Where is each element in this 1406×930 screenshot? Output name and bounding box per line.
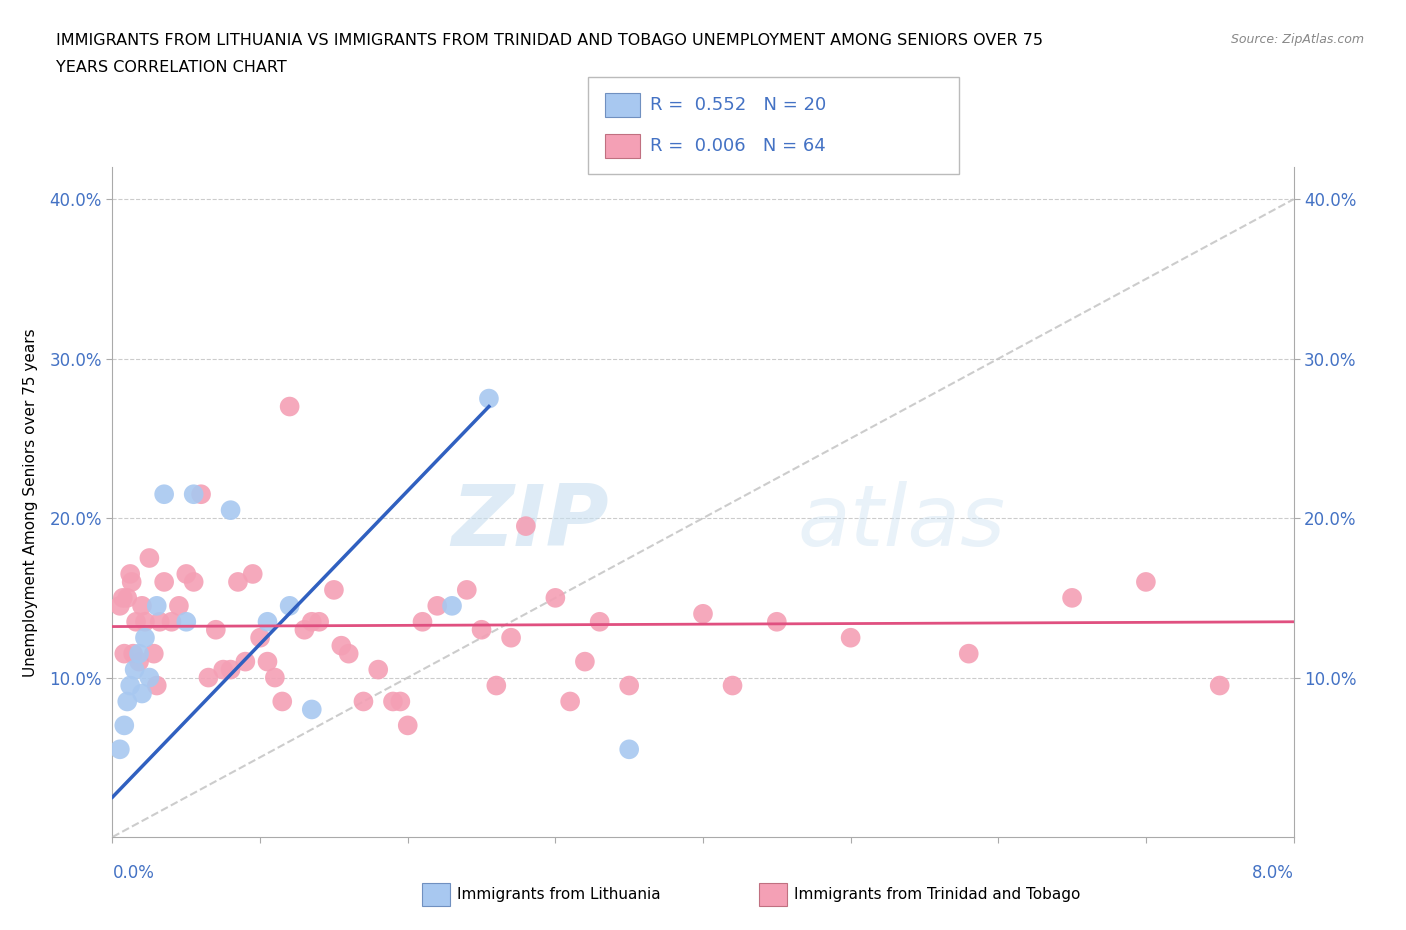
Point — [330, 638, 353, 653]
Point — [112, 718, 135, 733]
Point — [108, 742, 131, 757]
Text: Source: ZipAtlas.com: Source: ZipAtlas.com — [1230, 33, 1364, 46]
Point — [412, 615, 434, 630]
Point — [205, 622, 228, 637]
Point — [233, 654, 256, 669]
Point — [174, 566, 197, 581]
Point — [381, 694, 405, 709]
Text: 0.0%: 0.0% — [112, 864, 155, 882]
Point — [515, 519, 537, 534]
Point — [256, 615, 278, 630]
Point — [619, 678, 641, 693]
Point — [134, 615, 156, 630]
Point — [441, 598, 464, 613]
Point — [1062, 591, 1084, 605]
Text: Immigrants from Lithuania: Immigrants from Lithuania — [457, 887, 661, 902]
Point — [153, 575, 176, 590]
Y-axis label: Unemployment Among Seniors over 75 years: Unemployment Among Seniors over 75 years — [24, 328, 38, 676]
Point — [301, 615, 323, 630]
Point — [142, 646, 165, 661]
Point — [396, 718, 419, 733]
Point — [149, 615, 172, 630]
Point — [485, 678, 508, 693]
Point — [183, 575, 205, 590]
Point — [957, 646, 980, 661]
Point — [278, 399, 301, 414]
Point — [134, 631, 156, 645]
Point — [323, 582, 346, 597]
Point — [128, 654, 150, 669]
Point — [212, 662, 235, 677]
Point — [226, 575, 249, 590]
Point — [117, 694, 138, 709]
Text: YEARS CORRELATION CHART: YEARS CORRELATION CHART — [56, 60, 287, 75]
Point — [167, 598, 190, 613]
Point — [125, 615, 148, 630]
Text: Immigrants from Trinidad and Tobago: Immigrants from Trinidad and Tobago — [794, 887, 1081, 902]
Point — [308, 615, 330, 630]
Point — [219, 503, 242, 518]
Point — [544, 591, 567, 605]
Point — [692, 606, 714, 621]
Point — [242, 566, 264, 581]
Point — [478, 392, 501, 406]
Point — [197, 671, 219, 685]
Point — [120, 566, 142, 581]
Point — [131, 686, 153, 701]
Point — [120, 678, 142, 693]
Text: R =  0.552   N = 20: R = 0.552 N = 20 — [650, 96, 825, 114]
Point — [839, 631, 862, 645]
Point — [278, 598, 301, 613]
Point — [108, 598, 131, 613]
Point — [138, 551, 160, 565]
Point — [121, 575, 143, 590]
Point — [124, 662, 146, 677]
Point — [131, 598, 153, 613]
Point — [146, 678, 169, 693]
Point — [271, 694, 294, 709]
Point — [128, 646, 150, 661]
Text: atlas: atlas — [797, 481, 1005, 564]
Point — [619, 742, 641, 757]
Text: ZIP: ZIP — [451, 481, 609, 564]
Text: IMMIGRANTS FROM LITHUANIA VS IMMIGRANTS FROM TRINIDAD AND TOBAGO UNEMPLOYMENT AM: IMMIGRANTS FROM LITHUANIA VS IMMIGRANTS … — [56, 33, 1043, 47]
Point — [426, 598, 449, 613]
Point — [264, 671, 287, 685]
Point — [766, 615, 789, 630]
Point — [112, 646, 135, 661]
Point — [367, 662, 389, 677]
Point — [574, 654, 596, 669]
Point — [588, 615, 610, 630]
Point — [1135, 575, 1157, 590]
Point — [301, 702, 323, 717]
Point — [389, 694, 412, 709]
Point — [138, 671, 160, 685]
Point — [1208, 678, 1232, 693]
Point — [183, 486, 205, 501]
Point — [560, 694, 582, 709]
Point — [249, 631, 271, 645]
Text: R =  0.006   N = 64: R = 0.006 N = 64 — [650, 137, 825, 155]
Point — [146, 598, 169, 613]
Point — [117, 591, 138, 605]
Point — [153, 486, 176, 501]
Point — [456, 582, 478, 597]
Point — [256, 654, 278, 669]
Point — [352, 694, 374, 709]
Point — [160, 615, 183, 630]
Point — [111, 591, 134, 605]
Text: 8.0%: 8.0% — [1251, 864, 1294, 882]
Point — [292, 622, 315, 637]
Point — [174, 615, 197, 630]
Point — [219, 662, 242, 677]
Point — [190, 486, 212, 501]
Point — [470, 622, 494, 637]
Point — [721, 678, 744, 693]
Point — [501, 631, 523, 645]
Point — [337, 646, 360, 661]
Point — [122, 646, 145, 661]
